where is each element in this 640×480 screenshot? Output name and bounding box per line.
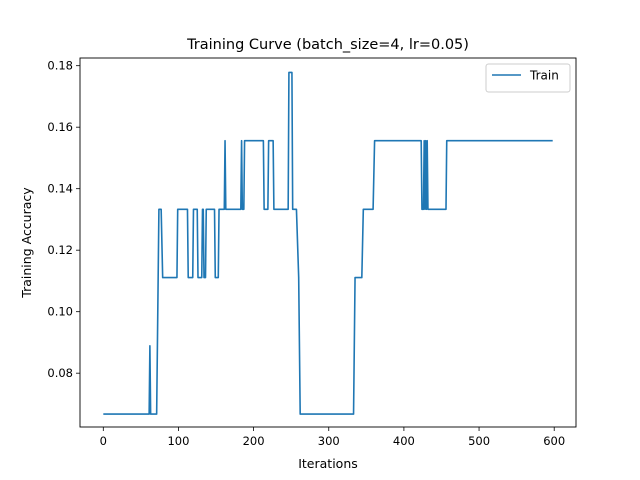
legend-box xyxy=(485,63,571,93)
x-tick-label: 0 xyxy=(100,434,107,448)
x-tick-label: 600 xyxy=(543,434,565,448)
x-tick-label: 500 xyxy=(468,434,490,448)
x-tick-label: 400 xyxy=(393,434,415,448)
axis-ticks: 0 100 200 300 400 500 600 0.08 0.10 0.12 0.14 0.16 0… xyxy=(47,59,565,448)
legend-label-train: Train xyxy=(529,69,559,83)
y-tick-label: 0.10 xyxy=(47,305,73,319)
x-tick-label: 100 xyxy=(167,434,189,448)
y-axis-label: Training Accuracy xyxy=(19,187,34,299)
legend: Train xyxy=(485,63,571,93)
x-tick-label: 200 xyxy=(243,434,265,448)
y-tick-label: 0.08 xyxy=(47,366,73,380)
y-tick-label: 0.18 xyxy=(47,59,73,73)
series-line-train xyxy=(103,71,553,415)
y-tick-label: 0.14 xyxy=(47,182,73,196)
x-tick-label: 300 xyxy=(318,434,340,448)
chart-title: Training Curve (batch_size=4, lr=0.05) xyxy=(186,37,469,53)
axes-frame xyxy=(79,57,577,428)
plot-area xyxy=(103,71,553,415)
x-axis-label: Iterations xyxy=(298,456,358,471)
y-tick-label: 0.16 xyxy=(47,120,73,134)
y-tick-label: 0.12 xyxy=(47,243,73,257)
